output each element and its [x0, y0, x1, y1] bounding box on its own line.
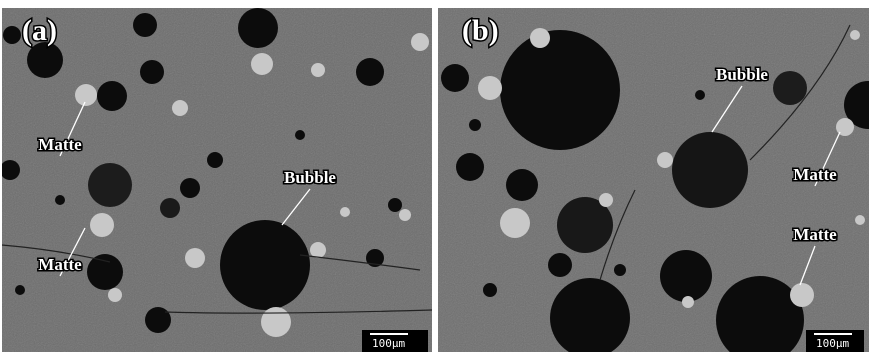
matte-particle [340, 207, 350, 217]
bubble [388, 198, 402, 212]
matte-particle [90, 213, 114, 237]
matte-particle [850, 30, 860, 40]
annotation-label: Bubble [284, 168, 336, 187]
bubble [672, 132, 748, 208]
bubble [695, 90, 705, 100]
matte-particle [261, 307, 291, 337]
bubble [295, 130, 305, 140]
annotation-label: Matte [38, 135, 82, 154]
micrograph-figure: (a) Matte Bubble Matte 100μm (b) Bubble Matte Ma… [0, 0, 869, 352]
panel-label: (a) [22, 14, 57, 47]
matte-particle [185, 248, 205, 268]
matte-particle [855, 215, 865, 225]
bubble [660, 250, 712, 302]
bubble [441, 64, 469, 92]
bubble [133, 13, 157, 37]
bubble [97, 81, 127, 111]
scale-bar-label: 100μm [372, 337, 405, 350]
bubble [160, 198, 180, 218]
bubble [483, 283, 497, 297]
matte-particle [399, 209, 411, 221]
annotation-label: Matte [38, 255, 82, 274]
panel-a [0, 8, 432, 352]
bubble [548, 253, 572, 277]
annotation-label: Bubble [716, 65, 768, 84]
bubble [356, 58, 384, 86]
matte-particle [411, 33, 429, 51]
bubble [3, 26, 21, 44]
bubble [773, 71, 807, 105]
panel-label: (b) [462, 14, 499, 47]
bubble [506, 169, 538, 201]
matte-particle [251, 53, 273, 75]
matte-particle [75, 84, 97, 106]
bubble [87, 254, 123, 290]
bubble [207, 152, 223, 168]
bubble [500, 30, 620, 150]
annotation-label: Matte [793, 165, 837, 184]
matte-particle [599, 193, 613, 207]
bubble [145, 307, 171, 333]
annotation-label: Matte [793, 225, 837, 244]
matte-particle [500, 208, 530, 238]
bubble [55, 195, 65, 205]
matte-particle [530, 28, 550, 48]
bubble [456, 153, 484, 181]
matte-particle [657, 152, 673, 168]
scale-bar-label: 100μm [816, 337, 849, 350]
bubble [220, 220, 310, 310]
bubble [238, 8, 278, 48]
bubble [140, 60, 164, 84]
matte-particle [478, 76, 502, 100]
bubble [27, 42, 63, 78]
matte-particle [790, 283, 814, 307]
bubble [180, 178, 200, 198]
bubble [15, 285, 25, 295]
matte-particle [311, 63, 325, 77]
matte-particle [310, 242, 326, 258]
matte-particle [682, 296, 694, 308]
matte-particle [172, 100, 188, 116]
bubble [469, 119, 481, 131]
bubble [88, 163, 132, 207]
bubble [0, 160, 20, 180]
bubble [614, 264, 626, 276]
matte-particle [108, 288, 122, 302]
